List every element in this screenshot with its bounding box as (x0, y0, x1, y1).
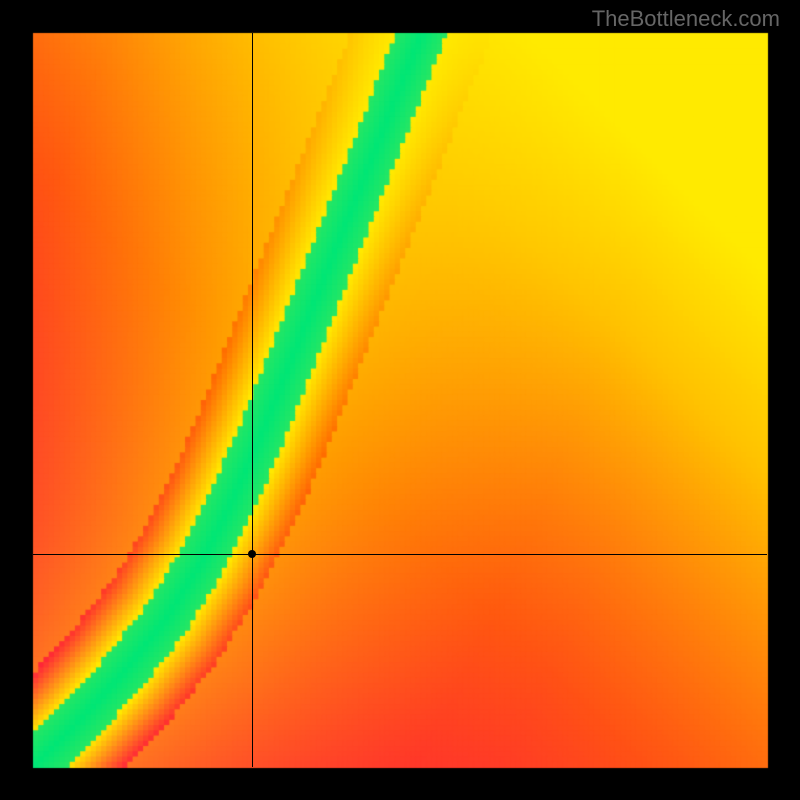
page-root: TheBottleneck.com (0, 0, 800, 800)
attribution-watermark: TheBottleneck.com (592, 6, 780, 32)
bottleneck-heatmap (0, 0, 800, 800)
crosshair-intersection-dot (248, 550, 256, 558)
crosshair-vertical-line (252, 33, 253, 767)
crosshair-horizontal-line (33, 554, 767, 555)
